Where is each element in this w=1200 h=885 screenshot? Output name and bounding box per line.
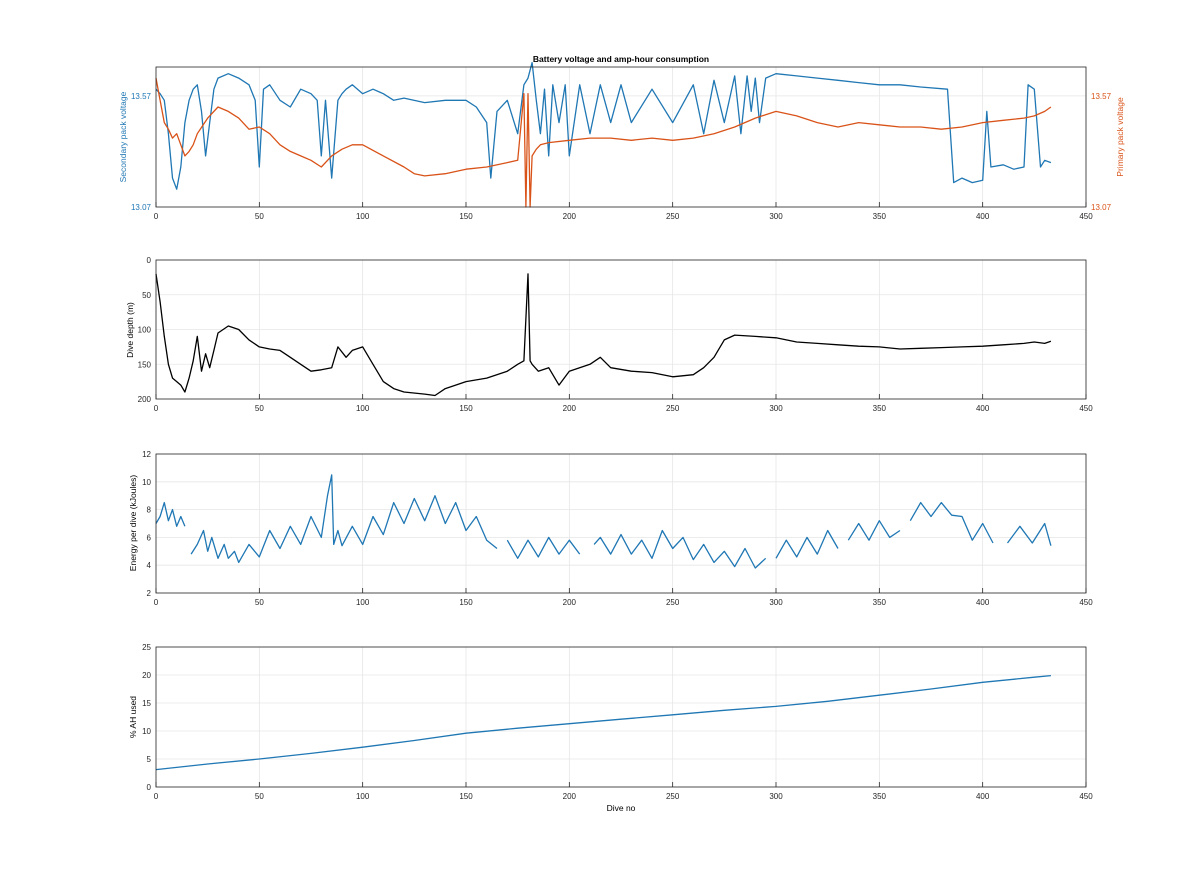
- series-line-1: [155, 77, 1052, 208]
- axes-box: [155, 66, 1087, 208]
- plot-area: [156, 454, 1086, 593]
- x-tick-label: 150: [459, 792, 473, 801]
- series-line-0: [155, 273, 1052, 397]
- x-tick-label: 200: [563, 598, 577, 607]
- y-right-tick-label: 13.07: [1091, 203, 1112, 212]
- energy-panel: 0 50 100 150 200 250 300 350 400 450 2 4 6 8 10 12 Ene…: [128, 450, 1093, 607]
- y-tick-label: 6: [147, 533, 152, 542]
- x-tick-label: 100: [356, 792, 370, 801]
- x-tick-label: 50: [255, 404, 264, 413]
- y-tick-labels: 13.07 13.57: [131, 92, 152, 212]
- x-tick-label: 450: [1079, 404, 1093, 413]
- x-tick-label: 450: [1079, 212, 1093, 221]
- x-tick-label: 200: [563, 404, 577, 413]
- x-tick-label: 200: [563, 212, 577, 221]
- x-tick-label: 400: [976, 598, 990, 607]
- x-tick-label: 150: [459, 212, 473, 221]
- x-tick-labels: 0 50 100 150 200 250 300 350 400 450: [154, 588, 1093, 607]
- x-tick-label: 250: [666, 212, 680, 221]
- y-tick-label: 10: [142, 727, 151, 736]
- x-tick-label: 300: [769, 792, 783, 801]
- series-group: [155, 474, 1052, 569]
- x-tick-label: 350: [873, 404, 887, 413]
- x-tick-label: 50: [255, 212, 264, 221]
- y-tick-label: 13.07: [131, 203, 152, 212]
- series-line-0: [155, 674, 1051, 771]
- plot-area: [156, 67, 1086, 207]
- y-tick-label: 2: [147, 589, 152, 598]
- series-group: [155, 674, 1051, 771]
- y-tick-labels: 0 5 10 15 20 25: [142, 643, 151, 792]
- y-right-tick-labels: 13.07 13.57: [1091, 92, 1112, 212]
- axes-box: [155, 453, 1087, 594]
- x-tick-label: 150: [459, 404, 473, 413]
- y-axis-label: Secondary pack voltage: [118, 91, 128, 182]
- axes-box: [155, 646, 1087, 788]
- plot-area: [156, 647, 1086, 787]
- x-tick-label: 350: [873, 212, 887, 221]
- depth-panel: 0 50 100 150 200 250 300 350 400 450 0 50 100 150 200…: [125, 256, 1093, 413]
- x-tick-label: 300: [769, 212, 783, 221]
- y-tick-label: 200: [138, 395, 152, 404]
- x-tick-label: 250: [666, 598, 680, 607]
- y-tick-label: 10: [142, 478, 151, 487]
- x-tick-label: 450: [1079, 792, 1093, 801]
- y-tick-label: 0: [147, 783, 152, 792]
- series-line-0: [155, 474, 1052, 569]
- y-tick-label: 0: [147, 256, 152, 265]
- x-tick-label: 450: [1079, 598, 1093, 607]
- axes-box: [155, 259, 1087, 400]
- y-axis-label: Energy per dive (kJoules): [128, 475, 138, 572]
- x-tick-label: 250: [666, 792, 680, 801]
- x-tick-label: 250: [666, 404, 680, 413]
- y-tick-label: 50: [142, 291, 151, 300]
- y-axis-label: Dive depth (m): [125, 302, 135, 358]
- x-tick-label: 0: [154, 404, 159, 413]
- x-tick-label: 400: [976, 792, 990, 801]
- x-tick-label: 0: [154, 792, 159, 801]
- y-tick-label: 8: [147, 506, 152, 515]
- x-tick-label: 150: [459, 598, 473, 607]
- x-tick-label: 350: [873, 598, 887, 607]
- x-tick-label: 350: [873, 792, 887, 801]
- y-tick-label: 5: [147, 755, 152, 764]
- voltage-panel: 0 50 100 150 200 250 300 350 400 450 13.07 13.57 1…: [118, 54, 1125, 221]
- ah-used-panel: 0 50 100 150 200 250 300 350 400 450 0 5 10 15 20 25 %…: [128, 643, 1093, 813]
- x-tick-label: 100: [356, 212, 370, 221]
- x-tick-label: 0: [154, 598, 159, 607]
- x-tick-labels: 0 50 100 150 200 250 300 350 400 450: [154, 202, 1093, 221]
- y-tick-labels: 2 4 6 8 10 12: [142, 450, 151, 598]
- x-tick-label: 300: [769, 404, 783, 413]
- series-group: [155, 61, 1052, 208]
- y-axis-label-right: Primary pack voltage: [1115, 97, 1125, 177]
- y-tick-label: 12: [142, 450, 151, 459]
- x-tick-labels: 0 50 100 150 200 250 300 350 400 450: [154, 394, 1093, 413]
- y-tick-label: 15: [142, 699, 151, 708]
- y-tick-label: 25: [142, 643, 151, 652]
- x-tick-labels: 0 50 100 150 200 250 300 350 400 450: [154, 782, 1093, 801]
- y-tick-label: 20: [142, 671, 151, 680]
- y-tick-label: 4: [147, 561, 152, 570]
- y-axis-label: % AH used: [128, 696, 138, 738]
- x-axis-label: Dive no: [607, 803, 636, 813]
- x-tick-label: 100: [356, 598, 370, 607]
- x-tick-label: 100: [356, 404, 370, 413]
- x-tick-label: 300: [769, 598, 783, 607]
- x-tick-label: 50: [255, 598, 264, 607]
- x-tick-label: 200: [563, 792, 577, 801]
- y-tick-label: 13.57: [131, 92, 152, 101]
- chart-title: Battery voltage and amp-hour consumption: [533, 54, 709, 64]
- y-tick-labels: 0 50 100 150 200: [138, 256, 152, 404]
- series-line-0: [155, 61, 1052, 190]
- y-tick-label: 150: [138, 360, 152, 369]
- series-group: [155, 273, 1052, 397]
- y-right-tick-label: 13.57: [1091, 92, 1112, 101]
- x-tick-label: 400: [976, 212, 990, 221]
- y-tick-label: 100: [138, 326, 152, 335]
- x-tick-label: 0: [154, 212, 159, 221]
- x-tick-label: 50: [255, 792, 264, 801]
- x-tick-label: 400: [976, 404, 990, 413]
